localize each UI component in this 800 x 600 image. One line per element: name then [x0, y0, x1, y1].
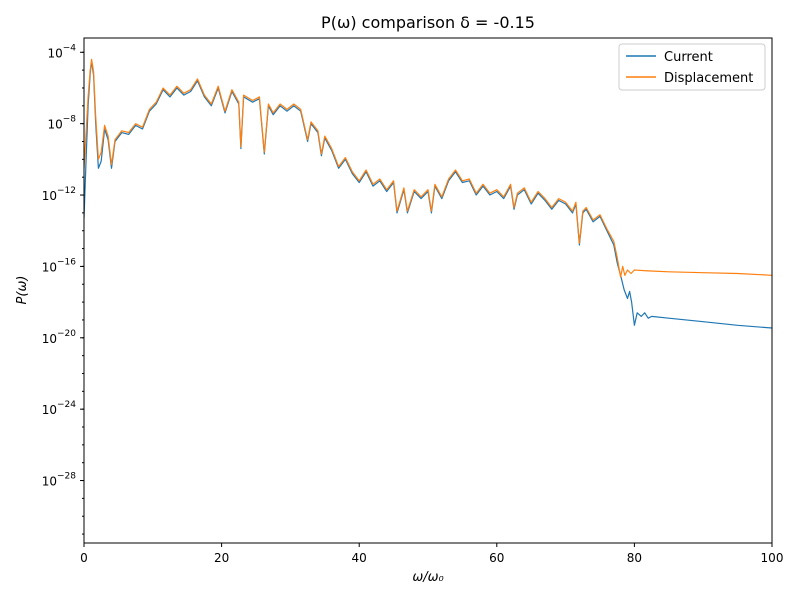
x-tick-label: 40: [352, 551, 367, 565]
legend-label-displacement: Displacement: [664, 71, 753, 86]
series-layer: [84, 58, 772, 329]
x-tick-label: 0: [80, 551, 88, 565]
x-tick-label: 100: [761, 551, 784, 565]
x-axis: 0 20 40 60 80 100: [80, 543, 783, 565]
y-tick-label: 10−20: [42, 329, 77, 346]
y-axis: 10−4 10−8 10−12 10−16 10−20 10−24 10−28: [42, 43, 84, 535]
x-axis-label: ω/ω₀: [412, 570, 444, 585]
plot-frame: [83, 37, 773, 544]
x-tick-label: 20: [214, 551, 229, 565]
chart-title: P(ω) comparison δ = -0.15: [321, 13, 535, 32]
y-tick-label: 10−28: [42, 472, 77, 489]
plot-area: [83, 37, 773, 544]
y-tick-label: 10−4: [47, 43, 76, 60]
series-line-displacement: [84, 58, 772, 278]
legend: Current Displacement: [618, 43, 766, 91]
series-line-current: [84, 60, 772, 329]
y-tick-label: 10−12: [42, 186, 76, 203]
legend-label-current: Current: [664, 50, 713, 65]
y-tick-label: 10−16: [42, 257, 77, 274]
x-tick-label: 80: [627, 551, 642, 565]
y-tick-label: 10−24: [42, 400, 77, 417]
y-tick-label: 10−8: [47, 115, 76, 132]
x-tick-label: 60: [489, 551, 504, 565]
y-axis-label: P(ω): [15, 276, 30, 305]
